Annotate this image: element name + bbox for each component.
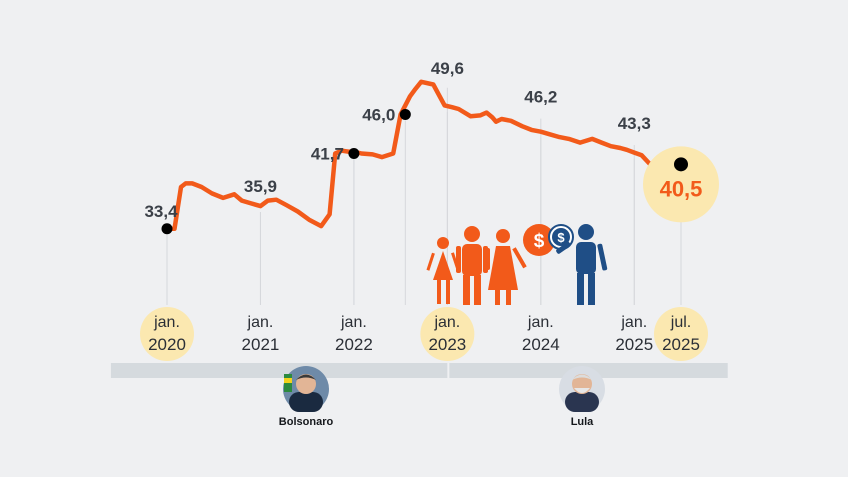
flag-stripe [284,378,292,383]
grid-layer [166,87,682,305]
tick-highlight-layer [140,307,708,361]
tick-highlight-0 [140,307,194,361]
x-tick-year-6: 2025 [662,335,700,354]
president-name-0: Bolsonaro [279,416,334,428]
value-labels: 33,4 35,9 41,7 46,0 49,6 46,2 43,3 40,5 [144,59,702,221]
term-bar-0 [110,363,448,378]
avatar-suit [565,392,599,412]
x-tick-year-2: 2022 [335,335,373,354]
value-highlight-7 [643,146,719,223]
x-tick-month-2: jan. [340,314,367,331]
data-point-3 [399,108,411,120]
value-label-0: 33,4 [144,202,178,221]
point-markers [161,108,688,235]
value-highlight-layer [643,146,719,223]
value-label-6: 43,3 [618,114,651,133]
value-label-3: 46,0 [362,105,395,124]
avatar-suit [289,392,323,412]
value-label-5: 46,2 [524,88,557,107]
woman-icon [486,229,527,305]
dollar-coin-orange-icon: $ [523,224,555,256]
x-tick-year-0: 2020 [148,335,186,354]
x-tick-month-0: jan. [153,314,180,331]
family-money-illustration: $ $ [426,224,608,305]
avatar-lula [559,366,605,412]
value-label-1: 35,9 [244,177,277,196]
tick-highlight-3 [420,307,475,361]
avatar-hair [296,374,316,380]
girl-icon [426,237,460,304]
value-label-4: 49,6 [431,59,464,78]
x-tick-year-3: 2023 [428,335,466,354]
president-name-1: Lula [571,416,594,428]
man-icon [456,226,488,305]
x-tick-year-4: 2024 [522,335,560,354]
x-tick-month-1: jan. [247,314,274,331]
value-label-7: 40,5 [660,176,703,201]
x-tick-month-6: jul. [670,314,691,331]
president-timeline: Bolsonaro Lula [110,363,728,428]
tick-highlight-6 [654,307,708,361]
x-axis-ticks: jan. 2020 jan. 2021 jan. 2022 jan. 2023 jan. 2024… [148,314,700,354]
avatar-beard [574,388,590,393]
x-tick-month-3: jan. [433,314,460,331]
data-point-7 [674,157,688,172]
x-tick-year-1: 2021 [242,335,280,354]
avatar-hair [572,374,592,380]
svg-text:$: $ [557,230,565,245]
svg-text:$: $ [534,231,545,252]
value-label-2: 41,7 [311,144,344,163]
series-line [164,79,684,232]
banker-icon [556,224,608,305]
data-point-0 [161,223,173,235]
avatar-bolsonaro [283,366,329,412]
x-tick-year-5: 2025 [615,335,653,354]
x-tick-month-5: jan. [620,314,647,331]
data-point-2 [348,147,360,159]
x-tick-month-4: jan. [527,314,554,331]
avatar-face [296,374,316,394]
